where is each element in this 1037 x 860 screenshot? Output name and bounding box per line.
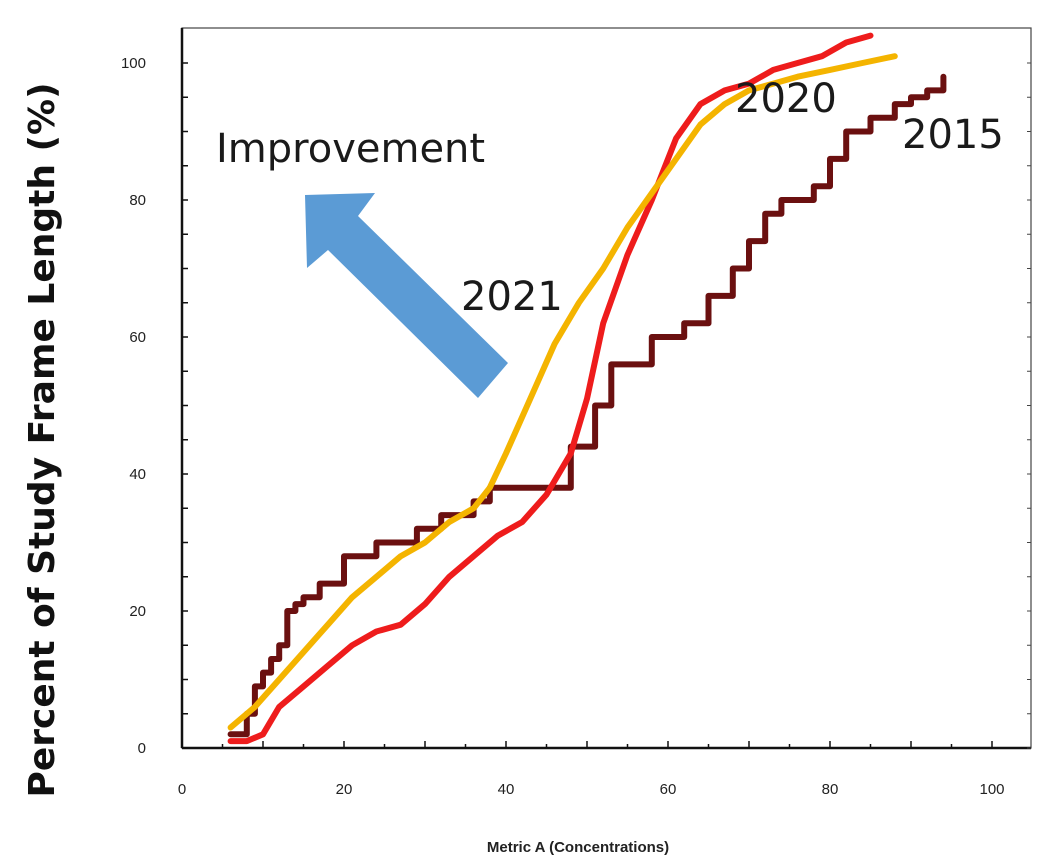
y-axis-label: Percent of Study Frame Length (%) xyxy=(22,82,63,797)
annotation-improvement: Improvement xyxy=(216,126,485,172)
series-line-2020 xyxy=(227,32,874,745)
annotation-2021: 2021 xyxy=(461,274,563,320)
series-line-2021 xyxy=(227,53,898,731)
ticks: 0 20 40 60 80 100 0 20 40 60 80 100 xyxy=(121,55,1031,798)
x-tick-label: 0 xyxy=(178,781,186,798)
x-tick-label: 40 xyxy=(498,781,515,798)
y-tick-label: 80 xyxy=(129,192,146,209)
y-tick-label: 100 xyxy=(121,55,146,72)
annotation-2020: 2020 xyxy=(735,76,837,122)
x-tick-label: 100 xyxy=(979,781,1004,798)
annotation-2015: 2015 xyxy=(902,112,1004,158)
annotation-layer: Improvement 2021 2020 2015 xyxy=(216,76,1004,320)
y-tick-label: 20 xyxy=(129,603,146,620)
axes: Percent of Study Frame Length (%) Metric … xyxy=(22,27,1032,856)
improvement-arrow xyxy=(305,193,508,398)
x-tick-label: 60 xyxy=(660,781,677,798)
series-line-2015 xyxy=(227,73,947,738)
x-tick-label: 20 xyxy=(336,781,353,798)
arrow-layer xyxy=(305,193,508,398)
y-tick-label: 60 xyxy=(129,329,146,346)
y-tick-label: 40 xyxy=(129,466,146,483)
series-layer xyxy=(227,32,947,745)
x-axis-label: Metric A (Concentrations) xyxy=(487,839,669,856)
x-tick-label: 80 xyxy=(822,781,839,798)
y-tick-label: 0 xyxy=(138,740,146,757)
